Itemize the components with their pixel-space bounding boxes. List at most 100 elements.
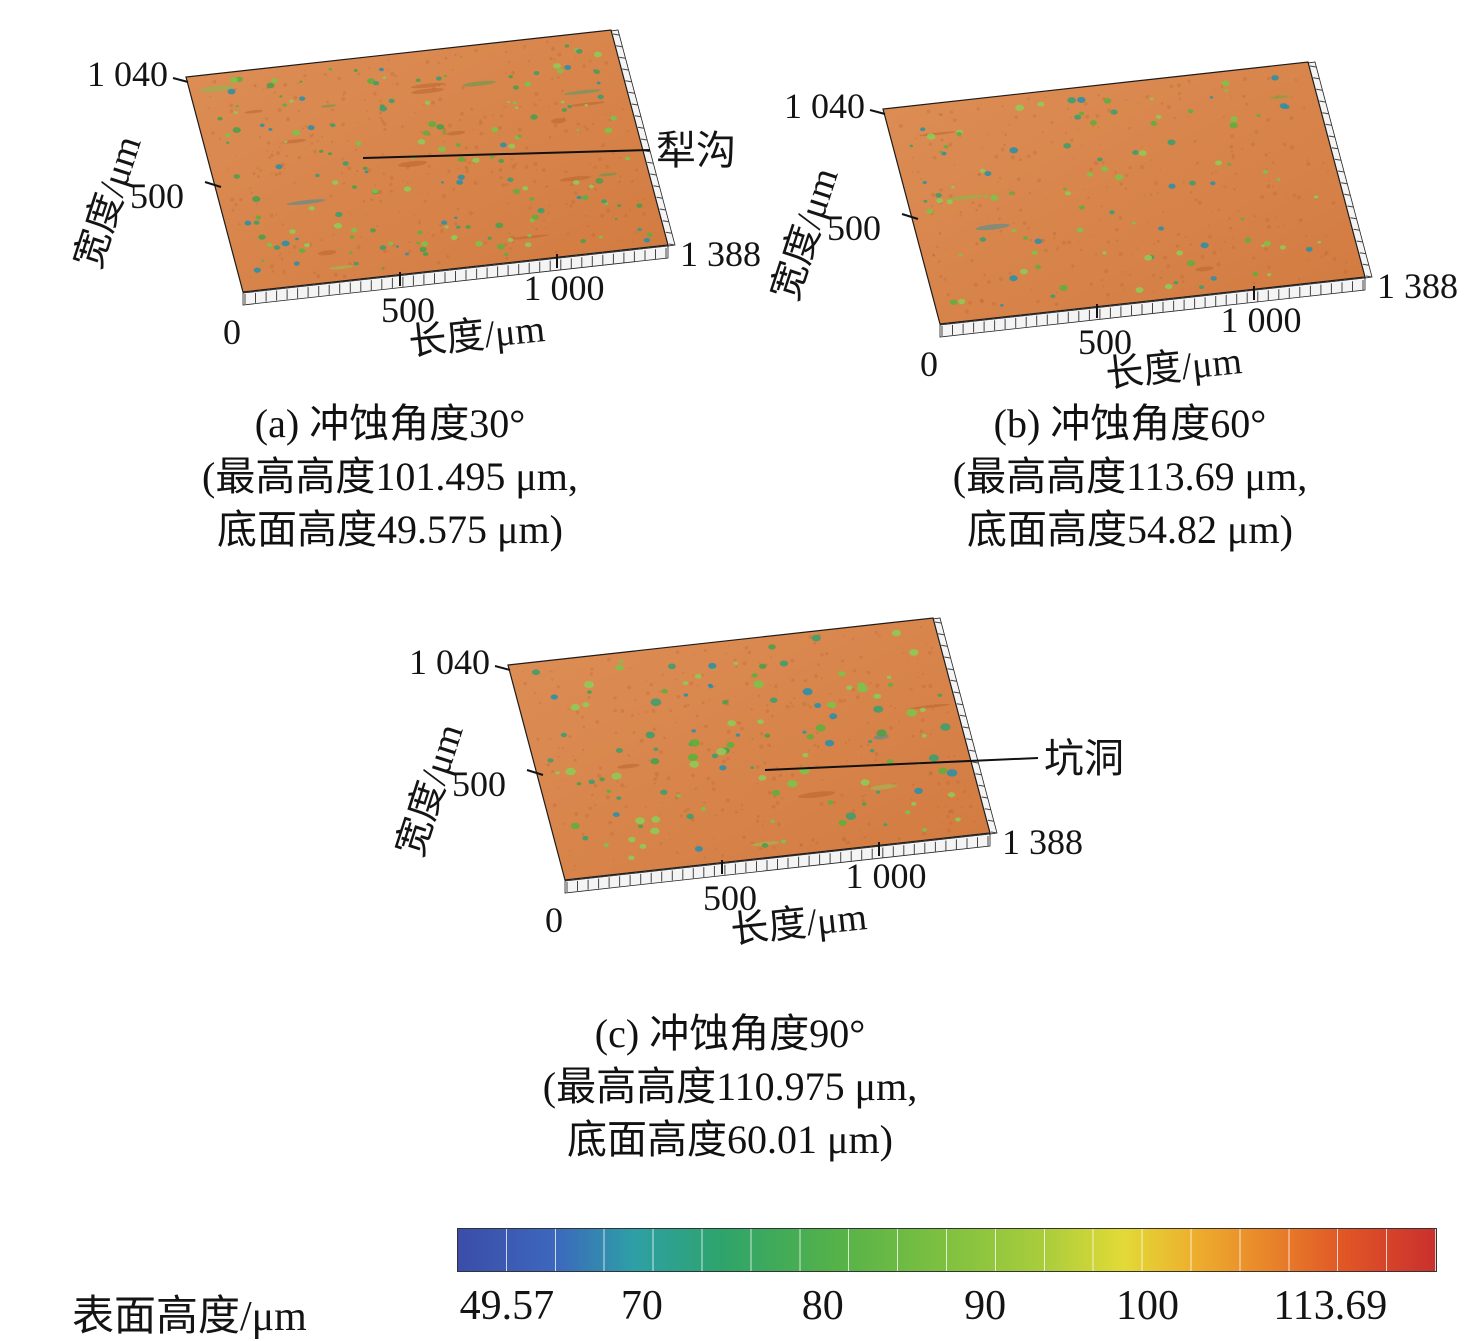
colorbar-gradient	[457, 1228, 1437, 1272]
erosion-speckle	[1023, 236, 1028, 240]
surface-texture-dot	[999, 229, 1003, 233]
surface-texture-dot	[545, 184, 549, 189]
erosion-speckle	[1132, 221, 1136, 225]
surface-texture-dot	[572, 755, 575, 758]
surface-texture-dot	[928, 142, 932, 146]
edge-ruler-tick	[650, 173, 657, 176]
annotation-label-c: 坑洞	[1044, 736, 1124, 781]
surface-texture-dot	[408, 241, 411, 244]
erosion-speckle	[1089, 120, 1097, 126]
surface-texture-dot	[1097, 93, 1101, 97]
surface-texture-dot	[937, 782, 941, 786]
erosion-speckle	[1317, 240, 1321, 244]
erosion-speckle	[615, 748, 623, 753]
surface-texture-dot	[631, 750, 633, 752]
surface-texture-dot	[264, 117, 269, 121]
surface-texture-dot	[1211, 211, 1213, 213]
surface-texture-dot	[744, 646, 749, 650]
surface-texture-dot	[947, 828, 951, 833]
erosion-speckle	[564, 65, 572, 70]
erosion-speckle	[388, 98, 395, 104]
erosion-speckle	[567, 104, 572, 109]
surface-texture-dot	[293, 181, 296, 184]
surface-texture-dot	[946, 814, 950, 819]
surface-texture-dot	[551, 769, 555, 773]
surface-texture-dot	[547, 211, 550, 214]
erosion-speckle	[806, 734, 814, 740]
erosion-speckle	[708, 684, 714, 689]
surface-texture-dot	[919, 626, 922, 629]
erosion-speckle	[938, 767, 948, 775]
surface-texture-dot	[330, 140, 334, 143]
erosion-speckle	[576, 782, 582, 786]
erosion-speckle	[593, 51, 602, 58]
surface-texture-dot	[980, 299, 985, 304]
surface-texture-dot	[1163, 255, 1168, 260]
erosion-speckle	[428, 121, 437, 128]
surface-texture-dot	[1131, 253, 1134, 255]
surface-texture-dot	[740, 808, 743, 811]
erosion-speckle	[951, 185, 955, 189]
surface-texture-dot	[622, 108, 625, 111]
erosion-speckle	[596, 81, 601, 85]
surface-texture-dot	[235, 156, 238, 158]
surface-texture-dot	[1282, 142, 1287, 147]
surface-texture-dot	[1070, 116, 1073, 119]
erosion-speckle	[422, 252, 429, 257]
surface-texture-dot	[1071, 264, 1075, 268]
surface-texture-dot	[1098, 143, 1101, 146]
surface-texture-dot	[422, 103, 425, 106]
erosion-speckle	[857, 682, 866, 689]
surface-texture-dot	[931, 708, 934, 711]
surface-texture-dot	[1031, 283, 1033, 285]
erosion-speckle	[780, 839, 787, 844]
surface-texture-dot	[557, 52, 562, 57]
groove-streak	[551, 118, 567, 124]
surface-texture-dot	[976, 107, 980, 111]
surface-texture-dot	[316, 276, 319, 279]
erosion-speckle	[438, 146, 447, 152]
surface-texture-dot	[994, 154, 999, 159]
surface-texture-dot	[821, 778, 824, 781]
erosion-speckle	[442, 130, 446, 134]
surface-texture-dot	[1220, 85, 1224, 88]
surface-texture-dot	[317, 87, 320, 89]
surface-texture-dot	[590, 667, 594, 671]
erosion-speckle	[683, 693, 689, 697]
surface-texture-dot	[625, 785, 627, 788]
surface-texture-dot	[938, 231, 942, 235]
edge-ruler-tick	[978, 784, 985, 787]
surface-texture-dot	[365, 215, 367, 217]
erosion-speckle	[650, 758, 660, 765]
erosion-speckle	[1115, 174, 1124, 181]
surface-texture-dot	[507, 61, 511, 64]
erosion-speckle	[454, 216, 458, 220]
erosion-speckle	[489, 155, 495, 159]
surface-texture-dot	[1231, 237, 1234, 239]
surface-texture-dot	[686, 703, 690, 707]
surface-texture-dot	[821, 677, 823, 680]
surface-texture-dot	[855, 695, 860, 700]
erosion-speckle	[524, 81, 532, 87]
edge-ruler-tick	[640, 138, 648, 141]
erosion-speckle	[636, 203, 643, 208]
surface-texture-dot	[620, 783, 625, 788]
surface-texture-dot	[1194, 198, 1198, 202]
erosion-speckle	[661, 688, 668, 694]
surface-texture-dot	[533, 161, 538, 166]
surface-texture-dot	[859, 655, 863, 659]
surface-texture-dot	[538, 98, 541, 101]
surface-texture-dot	[973, 282, 978, 287]
surface-texture-dot	[1045, 199, 1047, 201]
axis-tick	[526, 769, 544, 776]
erosion-speckle	[815, 724, 826, 732]
surface-texture-dot	[292, 245, 297, 249]
erosion-speckle	[379, 245, 387, 250]
surface-texture-dot	[1150, 159, 1153, 162]
surface-texture-dot	[949, 110, 954, 115]
surface-texture-dot	[512, 241, 515, 244]
erosion-speckle	[355, 141, 362, 146]
surface-texture-dot	[930, 646, 933, 650]
surface-texture-dot	[1298, 278, 1301, 281]
erosion-speckle	[691, 729, 697, 733]
